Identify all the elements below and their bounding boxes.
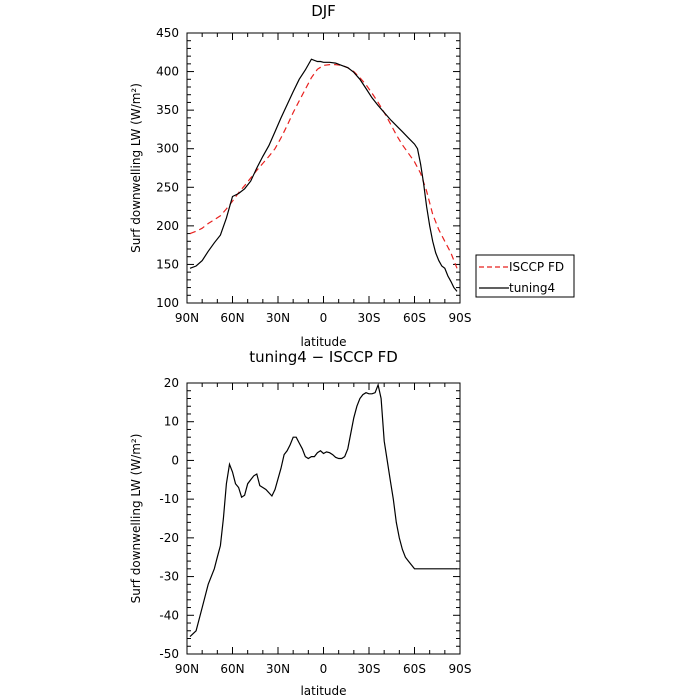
x-tick-label: 30N bbox=[266, 662, 290, 676]
y-tick-label: 20 bbox=[164, 376, 179, 390]
y-tick-label: -20 bbox=[159, 531, 179, 545]
y-axis-label: Surf downwelling LW (W/m²) bbox=[129, 434, 143, 604]
x-tick-label: 30N bbox=[266, 311, 290, 325]
plot-frame bbox=[186, 382, 461, 655]
legend-label: ISCCP FD bbox=[509, 260, 564, 274]
legend-label: tuning4 bbox=[509, 281, 555, 295]
series-line-tuning4 bbox=[189, 58, 458, 292]
y-tick-label: 350 bbox=[156, 103, 179, 117]
y-tick-label: 250 bbox=[156, 180, 179, 194]
x-tick-label: 0 bbox=[320, 311, 328, 325]
y-tick-label: 10 bbox=[164, 415, 179, 429]
y-tick-label: 150 bbox=[156, 257, 179, 271]
x-tick-label: 60S bbox=[403, 311, 426, 325]
legend: ISCCP FD tuning4 bbox=[475, 254, 575, 298]
chart-title: DJF bbox=[311, 2, 336, 20]
y-tick-label: -40 bbox=[159, 608, 179, 622]
y-tick-label: 200 bbox=[156, 219, 179, 233]
series-line-0 bbox=[189, 382, 457, 638]
x-tick-label: 30S bbox=[358, 662, 381, 676]
chart-djf: DJF latitude Surf downwelling LW (W/m²) 90N… bbox=[129, 2, 575, 349]
y-tick-label: 400 bbox=[156, 65, 179, 79]
x-axis-label: latitude bbox=[300, 335, 346, 349]
x-tick-label: 60S bbox=[403, 662, 426, 676]
chart-title: tuning4 − ISCCP FD bbox=[249, 348, 398, 366]
chart-difference: tuning4 − ISCCP FD latitude Surf downwelli… bbox=[129, 348, 471, 698]
x-tick-label: 90N bbox=[175, 311, 199, 325]
x-tick-label: 90S bbox=[449, 662, 472, 676]
plot-frame bbox=[186, 32, 461, 304]
y-axis-label: Surf downwelling LW (W/m²) bbox=[129, 83, 143, 253]
x-tick-label: 90S bbox=[449, 311, 472, 325]
y-tick-label: -50 bbox=[159, 647, 179, 661]
y-tick-label: 0 bbox=[171, 453, 179, 467]
x-tick-label: 30S bbox=[358, 311, 381, 325]
x-tick-label: 90N bbox=[175, 662, 199, 676]
x-tick-label: 0 bbox=[320, 662, 328, 676]
series-line-isccp-fd bbox=[189, 63, 458, 269]
y-tick-label: -10 bbox=[159, 492, 179, 506]
y-tick-label: 100 bbox=[156, 296, 179, 310]
x-tick-label: 60N bbox=[220, 662, 244, 676]
y-tick-label: 450 bbox=[156, 26, 179, 40]
x-axis-label: latitude bbox=[300, 684, 346, 698]
legend-box bbox=[475, 254, 575, 298]
y-tick-label: -30 bbox=[159, 570, 179, 584]
x-tick-label: 60N bbox=[220, 311, 244, 325]
y-tick-label: 300 bbox=[156, 142, 179, 156]
